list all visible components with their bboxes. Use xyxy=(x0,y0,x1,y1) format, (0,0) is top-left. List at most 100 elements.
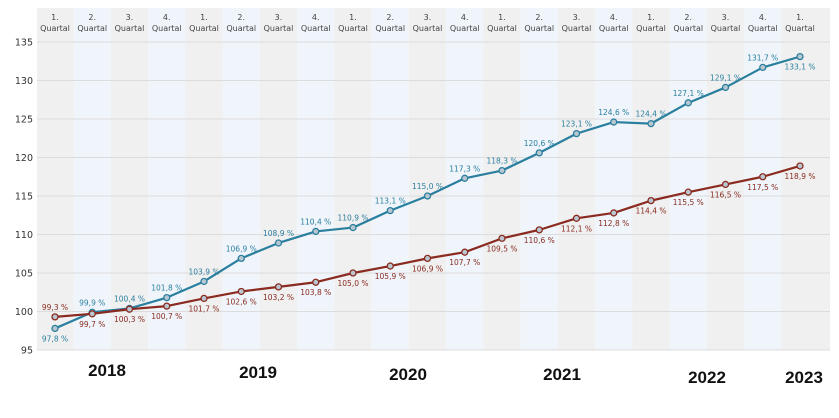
data-point xyxy=(386,206,394,215)
data-point xyxy=(759,63,767,72)
data-label: 118,9 % xyxy=(785,172,816,181)
data-label: 100,3 % xyxy=(114,315,145,324)
data-label: 115,0 % xyxy=(412,182,443,191)
column-band xyxy=(73,8,111,350)
quarter-number-label: 1. xyxy=(647,13,655,22)
series-lines: 97,8 % 99,9 % 100,4 % 101,8 % 103,9 % 106,9 %… xyxy=(42,52,816,343)
y-tick-label: 135 xyxy=(15,38,33,49)
data-label: 127,1 % xyxy=(673,89,704,98)
data-point xyxy=(88,310,96,318)
data-point xyxy=(535,226,543,234)
data-point xyxy=(498,234,506,243)
data-label: 118,3 % xyxy=(487,157,518,166)
data-point xyxy=(274,283,283,291)
data-point xyxy=(200,294,208,303)
data-point xyxy=(312,278,320,286)
column-band xyxy=(557,8,596,350)
data-label: 123,1 % xyxy=(561,120,592,129)
data-label: 133,1 % xyxy=(785,63,816,72)
data-point xyxy=(647,196,655,205)
data-point xyxy=(349,269,357,277)
data-point xyxy=(461,248,469,256)
data-point xyxy=(610,209,618,217)
data-point xyxy=(759,173,767,181)
column-band xyxy=(334,8,372,350)
quarter-number-label: 3. xyxy=(275,13,283,22)
year-label: 2022 xyxy=(688,368,726,387)
quarter-word-label: Quartal xyxy=(226,24,256,33)
quarter-word-label: Quartal xyxy=(524,24,554,33)
quarter-number-label: 4. xyxy=(610,13,618,22)
quarter-number-label: 3. xyxy=(573,13,581,22)
quarter-number-label: 1. xyxy=(200,13,208,22)
year-label: 2018 xyxy=(88,361,126,380)
data-label: 114,4 % xyxy=(636,207,667,216)
quarter-number-label: 2. xyxy=(535,13,543,22)
quarter-number-label: 1. xyxy=(796,13,804,22)
column-band xyxy=(706,8,745,350)
data-point xyxy=(237,287,245,296)
data-point xyxy=(461,174,469,182)
column-band xyxy=(110,8,149,350)
year-label: 2020 xyxy=(389,365,427,384)
data-point xyxy=(274,239,283,247)
data-label: 112,1 % xyxy=(561,224,592,233)
year-label: 2023 xyxy=(785,368,823,387)
data-label: 105,9 % xyxy=(375,272,406,281)
quarter-word-label: Quartal xyxy=(189,24,219,33)
year-labels: 2018 2019 2020 2021 2022 2023 xyxy=(88,361,823,387)
quarter-number-label: 4. xyxy=(759,13,767,22)
y-tick-label: 105 xyxy=(15,269,33,280)
data-label: 106,9 % xyxy=(412,264,443,273)
data-label: 97,8 % xyxy=(42,334,68,343)
quarter-number-label: 3. xyxy=(424,13,432,22)
data-label: 99,7 % xyxy=(79,320,105,329)
quarter-word-label: Quartal xyxy=(450,24,480,33)
quarter-number-label: 2. xyxy=(386,13,394,22)
data-label: 120,6 % xyxy=(524,139,555,148)
data-label: 100,4 % xyxy=(114,294,145,303)
data-label: 117,5 % xyxy=(747,183,778,192)
quarter-word-label: Quartal xyxy=(562,24,592,33)
quarter-word-label: Quartal xyxy=(40,24,70,33)
data-label: 110,4 % xyxy=(300,217,331,226)
quarter-number-label: 2. xyxy=(88,13,96,22)
year-label: 2021 xyxy=(543,365,581,384)
data-point xyxy=(796,162,804,170)
quarter-number-label: 4. xyxy=(312,13,320,22)
column-band xyxy=(371,8,409,350)
data-point xyxy=(535,149,543,157)
quarter-number-label: 4. xyxy=(163,13,171,22)
data-point xyxy=(386,262,394,270)
data-label: 110,6 % xyxy=(524,236,555,245)
column-bands xyxy=(37,8,830,350)
quarter-word-label: Quartal xyxy=(338,24,368,33)
data-label: 105,0 % xyxy=(338,279,369,288)
quarter-word-label: Quartal xyxy=(599,24,629,33)
data-point xyxy=(200,277,208,286)
column-band xyxy=(669,8,707,350)
quarter-word-label: Quartal xyxy=(785,24,815,33)
quarter-word-label: Quartal xyxy=(264,24,294,33)
quarter-number-label: 1. xyxy=(498,13,506,22)
data-label: 124,6 % xyxy=(598,108,629,117)
data-point xyxy=(498,166,506,175)
quarter-labels: 1. Quartal 2. Quartal 3. Quartal 4. Quartal 1. Qu… xyxy=(40,13,815,33)
quarter-word-label: Quartal xyxy=(748,24,778,33)
data-label: 106,9 % xyxy=(226,244,257,253)
data-point xyxy=(423,254,432,263)
data-point xyxy=(610,118,618,126)
data-point xyxy=(684,188,692,196)
y-tick-label: 130 xyxy=(15,76,33,87)
quarter-word-label: Quartal xyxy=(711,24,741,33)
quarter-word-label: Quartal xyxy=(413,24,443,33)
column-band xyxy=(185,8,223,350)
data-label: 99,3 % xyxy=(42,303,68,312)
y-tick-label: 100 xyxy=(15,307,33,318)
column-band xyxy=(37,8,74,350)
data-label: 113,1 % xyxy=(375,197,406,206)
quarter-word-label: Quartal xyxy=(375,24,405,33)
quarter-word-label: Quartal xyxy=(636,24,666,33)
quarter-word-label: Quartal xyxy=(301,24,331,33)
data-point xyxy=(796,52,804,61)
